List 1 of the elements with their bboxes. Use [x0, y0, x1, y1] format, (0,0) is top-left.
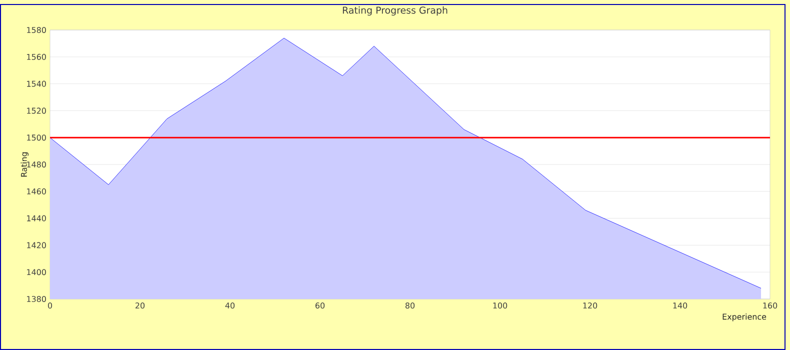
- chart-title: Rating Progress Graph: [342, 6, 448, 16]
